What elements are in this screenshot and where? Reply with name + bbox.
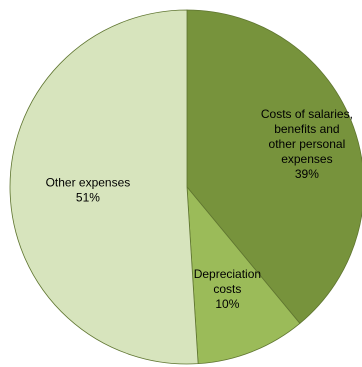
pie-slices [9,9,362,365]
slice-salaries-label: Costs of salaries, benefits and other pers… [261,107,353,181]
slice-name-line: costs [213,282,241,296]
slice-depreciation-label: Depreciation costs 10% [194,267,261,311]
slice-name-line: other personal [269,137,346,151]
slice-name-line: Other expenses [46,176,131,190]
pie-labels: Costs of salaries, benefits and other pers… [46,107,353,311]
slice-name-line: expenses [281,152,332,166]
slice-depreciation [186,185,301,365]
slice-percent-label: 10% [215,297,239,311]
slice-other [9,9,199,365]
slice-percent-label: 51% [76,191,100,205]
slice-percent-label: 39% [295,167,319,181]
slice-salaries [186,9,362,324]
slice-name-line: Depreciation [194,267,261,281]
slice-name-line: Costs of salaries, [261,107,353,121]
slice-other-label: Other expenses 51% [46,176,131,205]
slice-name-line: benefits and [274,122,339,136]
